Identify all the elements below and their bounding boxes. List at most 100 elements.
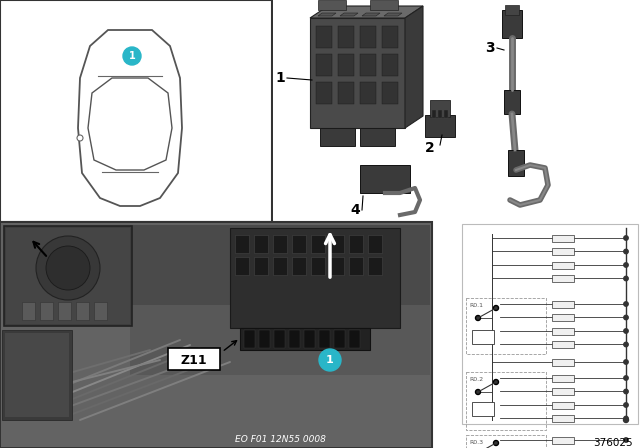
Bar <box>552 437 574 444</box>
Circle shape <box>624 360 628 364</box>
Bar <box>382 54 398 76</box>
Bar <box>130 225 430 375</box>
Bar <box>338 54 354 76</box>
Text: EO F01 12N55 0008: EO F01 12N55 0008 <box>235 435 325 444</box>
Bar <box>425 115 455 137</box>
Polygon shape <box>384 13 402 16</box>
Text: 1: 1 <box>326 355 334 365</box>
Bar <box>0 0 272 222</box>
Circle shape <box>624 376 628 380</box>
Bar <box>349 257 363 275</box>
Bar <box>304 330 315 348</box>
Bar <box>292 257 306 275</box>
Bar <box>273 257 287 275</box>
Circle shape <box>476 389 481 395</box>
Bar <box>360 128 395 146</box>
Bar <box>254 257 268 275</box>
Bar <box>502 10 522 38</box>
Bar <box>466 372 546 430</box>
Bar <box>349 330 360 348</box>
Bar <box>338 82 354 104</box>
Bar <box>273 235 287 253</box>
Bar <box>552 301 574 308</box>
Polygon shape <box>405 6 423 128</box>
Text: 376025: 376025 <box>593 438 633 448</box>
Bar <box>472 402 494 416</box>
Bar <box>370 0 398 10</box>
Text: 1: 1 <box>275 71 285 85</box>
Bar <box>311 235 325 253</box>
Bar <box>316 82 332 104</box>
Bar <box>168 348 220 370</box>
Bar <box>230 228 400 328</box>
Bar <box>338 26 354 48</box>
Circle shape <box>624 329 628 333</box>
Bar <box>360 54 376 76</box>
Circle shape <box>624 389 628 394</box>
Circle shape <box>624 438 628 442</box>
Bar <box>244 330 255 348</box>
Circle shape <box>624 249 628 254</box>
Bar <box>552 328 574 335</box>
Circle shape <box>77 135 83 141</box>
Bar <box>360 82 376 104</box>
Bar <box>462 224 638 424</box>
Text: R0.2: R0.2 <box>469 377 483 382</box>
Bar <box>235 235 249 253</box>
Text: 3: 3 <box>485 41 495 55</box>
Bar <box>382 26 398 48</box>
Bar <box>76 302 89 320</box>
Circle shape <box>493 379 499 384</box>
Bar <box>382 82 398 104</box>
Bar <box>40 302 53 320</box>
Bar <box>311 257 325 275</box>
Bar <box>316 54 332 76</box>
Bar <box>504 90 520 114</box>
Circle shape <box>623 418 628 422</box>
Circle shape <box>46 246 90 290</box>
Bar <box>552 415 574 422</box>
Bar <box>235 257 249 275</box>
Bar <box>318 0 346 10</box>
Bar <box>552 235 574 242</box>
Bar <box>505 5 519 15</box>
Polygon shape <box>310 6 423 18</box>
Circle shape <box>493 306 499 310</box>
Bar <box>552 341 574 349</box>
Bar <box>472 330 494 344</box>
Bar <box>552 375 574 382</box>
Bar <box>240 328 370 350</box>
Circle shape <box>624 263 628 267</box>
Text: 4: 4 <box>350 203 360 217</box>
Bar <box>310 18 405 128</box>
Circle shape <box>36 236 100 300</box>
Bar <box>360 165 410 193</box>
Bar <box>368 235 382 253</box>
Text: 1: 1 <box>129 51 136 61</box>
Circle shape <box>624 315 628 320</box>
Bar <box>5 333 69 417</box>
Polygon shape <box>318 13 336 16</box>
Bar <box>254 235 268 253</box>
Bar <box>552 249 574 255</box>
Bar <box>432 110 436 118</box>
Circle shape <box>624 403 628 407</box>
Bar <box>552 262 574 269</box>
Bar <box>330 257 344 275</box>
Circle shape <box>624 236 628 240</box>
Text: Z11: Z11 <box>180 353 207 366</box>
Circle shape <box>624 416 628 421</box>
Bar <box>274 330 285 348</box>
Bar <box>330 235 344 253</box>
Bar <box>552 388 574 396</box>
Bar <box>552 314 574 322</box>
Bar <box>289 330 300 348</box>
Bar <box>0 222 432 448</box>
Bar <box>259 330 270 348</box>
Bar <box>368 257 382 275</box>
Circle shape <box>319 349 341 371</box>
Text: R0.3: R0.3 <box>469 440 483 445</box>
Bar <box>2 330 72 420</box>
Bar <box>6 228 130 324</box>
Text: 2: 2 <box>425 141 435 155</box>
